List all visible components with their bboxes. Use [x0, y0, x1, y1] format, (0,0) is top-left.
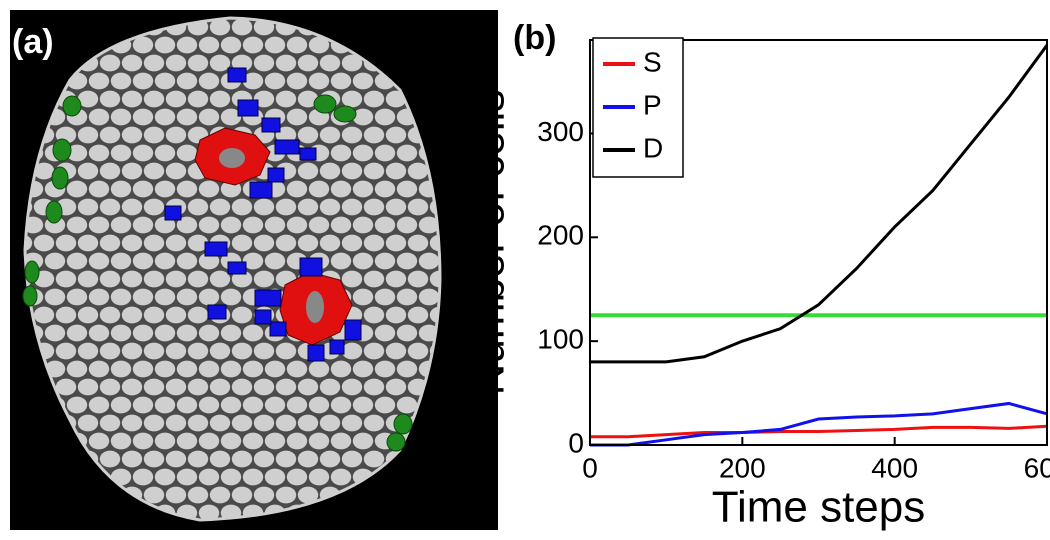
x-tick-label: 600: [1024, 452, 1050, 483]
x-axis-label: Time steps: [712, 483, 926, 532]
dead-center: [219, 148, 324, 323]
legend-label: S: [643, 46, 662, 77]
panel-label: (b): [513, 19, 556, 57]
y-tick-label: 200: [537, 220, 584, 251]
x-tick-label: 0: [582, 452, 598, 483]
panel-label: (a): [12, 23, 54, 61]
y-axis-label: Number of cells: [465, 90, 514, 396]
y-tick-label: 0: [568, 427, 584, 458]
legend-label: P: [643, 89, 662, 120]
x-tick-label: 400: [871, 452, 918, 483]
progenitor-cells: [164, 67, 362, 362]
cell-panel: (a): [10, 10, 498, 530]
x-tick-label: 200: [719, 452, 766, 483]
y-tick-label: 300: [537, 116, 584, 147]
y-tick-label: 100: [537, 324, 584, 355]
series-line: [590, 424, 1048, 439]
series-line: [590, 401, 1048, 447]
legend-label: D: [643, 132, 663, 163]
axes-frame: [589, 39, 1048, 446]
differentiated-cells: [22, 94, 413, 452]
series-line: [590, 44, 1049, 364]
